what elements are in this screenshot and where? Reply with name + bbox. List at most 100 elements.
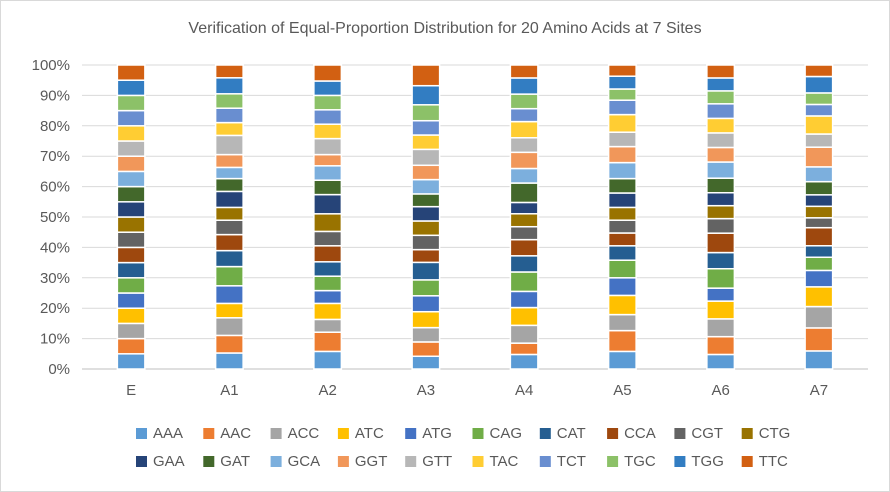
bar-segment-aac-a5 xyxy=(607,329,637,353)
bar-segment-tct-a2 xyxy=(313,109,343,125)
bar-segment-atc-a4 xyxy=(509,306,539,327)
legend-swatch-atc xyxy=(337,428,349,439)
bar-segment-gca-a5 xyxy=(607,161,637,180)
bar-segment-cca-a6 xyxy=(706,232,736,254)
bar-segment-ttc-a5 xyxy=(607,64,637,77)
bars xyxy=(116,64,834,370)
bar-segment-atg-a3 xyxy=(411,295,441,313)
bar-segment-tgg-a7 xyxy=(804,75,834,94)
legend-swatch-cca xyxy=(607,428,619,439)
bar-segment-atg-a1 xyxy=(214,285,244,305)
gridlines xyxy=(82,64,868,370)
bar-segment-aac-a1 xyxy=(214,334,244,354)
bar-segment-tgc-e xyxy=(116,94,146,112)
x-tick-label: A4 xyxy=(515,382,533,399)
x-tick-label: A5 xyxy=(613,382,631,399)
bar-segment-tgg-a3 xyxy=(411,84,441,106)
bar-segment-aaa-e xyxy=(116,353,146,370)
bar-segment-tct-a1 xyxy=(214,107,244,124)
bar-segment-ttc-a7 xyxy=(804,64,834,78)
y-tick-label: 0% xyxy=(48,361,70,378)
x-tick-label: A1 xyxy=(220,382,238,399)
y-tick-label: 90% xyxy=(40,87,70,104)
legend-label-ctg: CTG xyxy=(759,425,791,442)
bar-segment-gaa-a1 xyxy=(214,190,244,209)
legend-swatch-tac xyxy=(472,456,484,467)
bar-segment-gca-a2 xyxy=(313,165,343,181)
y-tick-label: 80% xyxy=(40,118,70,135)
bar-segment-aac-a4 xyxy=(509,342,539,356)
bar-segment-gca-a6 xyxy=(706,161,736,179)
bar-segment-ctg-a7 xyxy=(804,205,834,219)
bar-segment-gat-a6 xyxy=(706,177,736,194)
bar-segment-ttc-a2 xyxy=(313,64,343,82)
bar-segment-gaa-a2 xyxy=(313,193,343,215)
bar-segment-ggt-a3 xyxy=(411,164,441,181)
bar-segment-aac-e xyxy=(116,337,146,355)
bar-segment-cat-a3 xyxy=(411,261,441,281)
bar-segment-acc-a6 xyxy=(706,318,736,338)
legend-swatch-cat xyxy=(539,428,551,439)
bar-segment-aac-a7 xyxy=(804,327,834,352)
bar-segment-tct-a3 xyxy=(411,119,441,136)
bar-segment-cat-a6 xyxy=(706,251,736,270)
bar-segment-cgt-e xyxy=(116,231,146,249)
bar-segment-cag-a7 xyxy=(804,256,834,272)
bar-segment-acc-a1 xyxy=(214,317,244,337)
legend-label-ttc: TTC xyxy=(759,453,788,470)
bar-segment-tct-a6 xyxy=(706,103,736,120)
bar-segment-gca-a7 xyxy=(804,166,834,183)
bar-segment-cca-a2 xyxy=(313,245,343,263)
bar-segment-gtt-a4 xyxy=(509,137,539,154)
bar-segment-cag-a4 xyxy=(509,271,539,293)
bar-segment-tgg-a1 xyxy=(214,77,244,95)
bar-segment-gca-e xyxy=(116,170,146,188)
bar-segment-ggt-a4 xyxy=(509,151,539,170)
bar-segment-acc-a5 xyxy=(607,313,637,332)
bar-segment-ctg-e xyxy=(116,216,146,233)
bar-segment-cca-a5 xyxy=(607,232,637,247)
y-tick-label: 100% xyxy=(32,57,70,74)
bar-segment-gtt-a6 xyxy=(706,132,736,149)
y-tick-label: 30% xyxy=(40,270,70,287)
bar-segment-gat-a4 xyxy=(509,182,539,204)
bar-segment-aac-a6 xyxy=(706,335,736,356)
bar-segment-ttc-a3 xyxy=(411,64,441,87)
bar-segment-ggt-a5 xyxy=(607,145,637,164)
bar-segment-cag-a1 xyxy=(214,265,244,287)
legend-label-cat: CAT xyxy=(557,425,586,442)
bar-segment-ttc-e xyxy=(116,64,146,81)
bar-segment-aaa-a4 xyxy=(509,353,539,370)
legend-label-ggt: GGT xyxy=(355,453,388,470)
legend-swatch-aaa xyxy=(136,428,147,439)
bar-segment-cgt-a7 xyxy=(804,217,834,229)
bar-segment-ggt-e xyxy=(116,155,146,173)
chart-title: Verification of Equal-Proportion Distrib… xyxy=(188,20,701,37)
y-tick-label: 60% xyxy=(40,179,70,196)
legend-label-aac: AAC xyxy=(220,425,251,442)
bar-segment-gtt-a5 xyxy=(607,131,637,148)
bar-segment-tac-a6 xyxy=(706,117,736,134)
bar-segment-gat-a2 xyxy=(313,179,343,196)
legend-swatch-aac xyxy=(203,428,215,439)
bar-segment-aac-a3 xyxy=(411,341,441,358)
bar-segment-aaa-a1 xyxy=(214,352,244,370)
bar-segment-tac-e xyxy=(116,125,146,142)
bar-segment-cag-a3 xyxy=(411,279,441,297)
legend-swatch-ggt xyxy=(337,456,349,467)
bar-segment-gca-a1 xyxy=(214,166,244,180)
legend-swatch-tgc xyxy=(607,456,619,467)
legend-swatch-tct xyxy=(539,456,551,467)
bar-segment-cag-a2 xyxy=(313,275,343,292)
legend-swatch-gat xyxy=(203,456,215,467)
x-tick-label: A7 xyxy=(810,382,828,399)
bar-segment-cgt-a6 xyxy=(706,217,736,234)
bar-segment-aaa-a7 xyxy=(804,350,834,370)
bar-segment-tac-a7 xyxy=(804,115,834,135)
bar-segment-gaa-e xyxy=(116,201,146,218)
bar-segment-gtt-e xyxy=(116,140,146,157)
bar-segment-ctg-a2 xyxy=(313,213,343,233)
bar-segment-atc-e xyxy=(116,307,146,325)
bar-segment-tgg-a2 xyxy=(313,80,343,97)
bar-segment-gat-a7 xyxy=(804,180,834,196)
